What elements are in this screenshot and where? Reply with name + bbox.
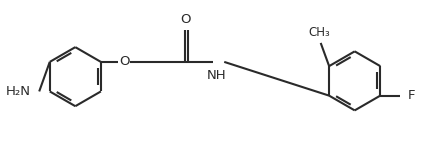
Text: NH: NH — [207, 69, 227, 82]
Text: CH₃: CH₃ — [309, 26, 331, 39]
Text: H₂N: H₂N — [6, 85, 31, 98]
Text: O: O — [119, 55, 129, 68]
Text: F: F — [408, 89, 415, 102]
Text: O: O — [180, 13, 190, 26]
